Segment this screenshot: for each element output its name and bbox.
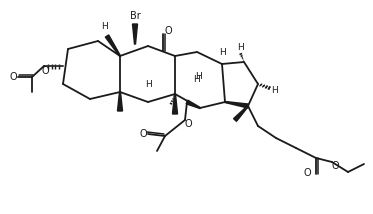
Text: H: H [271,86,278,95]
Text: H: H [145,79,151,89]
Polygon shape [117,92,122,111]
Polygon shape [105,35,120,56]
Text: O: O [184,119,192,129]
Text: O: O [139,129,147,139]
Text: H: H [219,48,225,56]
Text: H: H [195,71,201,80]
Text: O: O [164,26,172,36]
Text: O: O [331,161,339,171]
Text: O: O [303,168,311,178]
Text: H: H [101,21,109,31]
Polygon shape [233,106,248,121]
Text: H: H [194,74,200,83]
Polygon shape [186,100,200,108]
Text: O: O [9,72,17,82]
Text: Br: Br [130,11,140,21]
Text: O: O [41,66,49,76]
Polygon shape [172,94,178,114]
Polygon shape [132,24,138,44]
Text: H: H [236,43,243,52]
Polygon shape [225,101,248,108]
